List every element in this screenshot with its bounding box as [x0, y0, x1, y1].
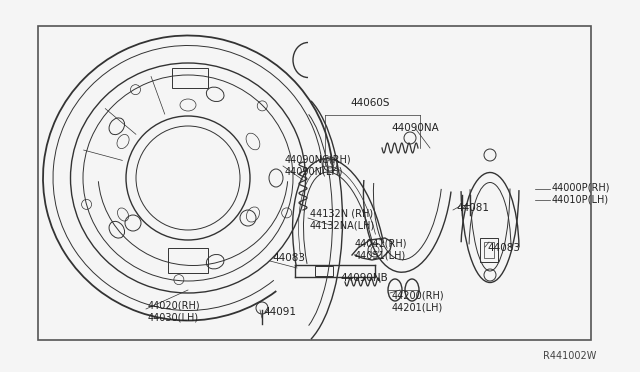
Text: 44132N (RH): 44132N (RH): [310, 209, 373, 219]
Text: 44010P(LH): 44010P(LH): [552, 194, 609, 204]
Text: 44090NB: 44090NB: [340, 273, 388, 283]
Text: 44060S: 44060S: [350, 98, 390, 108]
Text: 44083: 44083: [272, 253, 305, 263]
Text: 44091: 44091: [263, 307, 296, 317]
Text: 44132NA(LH): 44132NA(LH): [310, 221, 375, 231]
Text: 44090NC(RH): 44090NC(RH): [285, 155, 351, 165]
Text: 44090N(LH): 44090N(LH): [285, 167, 344, 177]
Bar: [168, 248, 208, 273]
Text: 44081: 44081: [456, 203, 489, 213]
Text: R441002W: R441002W: [543, 351, 596, 361]
Bar: [480, 238, 498, 262]
Bar: [38, 26, 591, 340]
Text: 44090NA: 44090NA: [391, 123, 439, 133]
Bar: [484, 242, 494, 258]
Text: 44041(RH): 44041(RH): [355, 238, 408, 248]
Bar: [315, 266, 333, 276]
Text: 44200(RH): 44200(RH): [392, 290, 445, 300]
Bar: [172, 68, 208, 88]
Text: 44030(LH): 44030(LH): [148, 313, 199, 323]
Text: 44020(RH): 44020(RH): [148, 301, 200, 311]
Text: 44083: 44083: [487, 243, 520, 253]
Text: 44201(LH): 44201(LH): [392, 302, 444, 312]
Text: 44000P(RH): 44000P(RH): [552, 182, 611, 192]
Text: 44051(LH): 44051(LH): [355, 250, 406, 260]
